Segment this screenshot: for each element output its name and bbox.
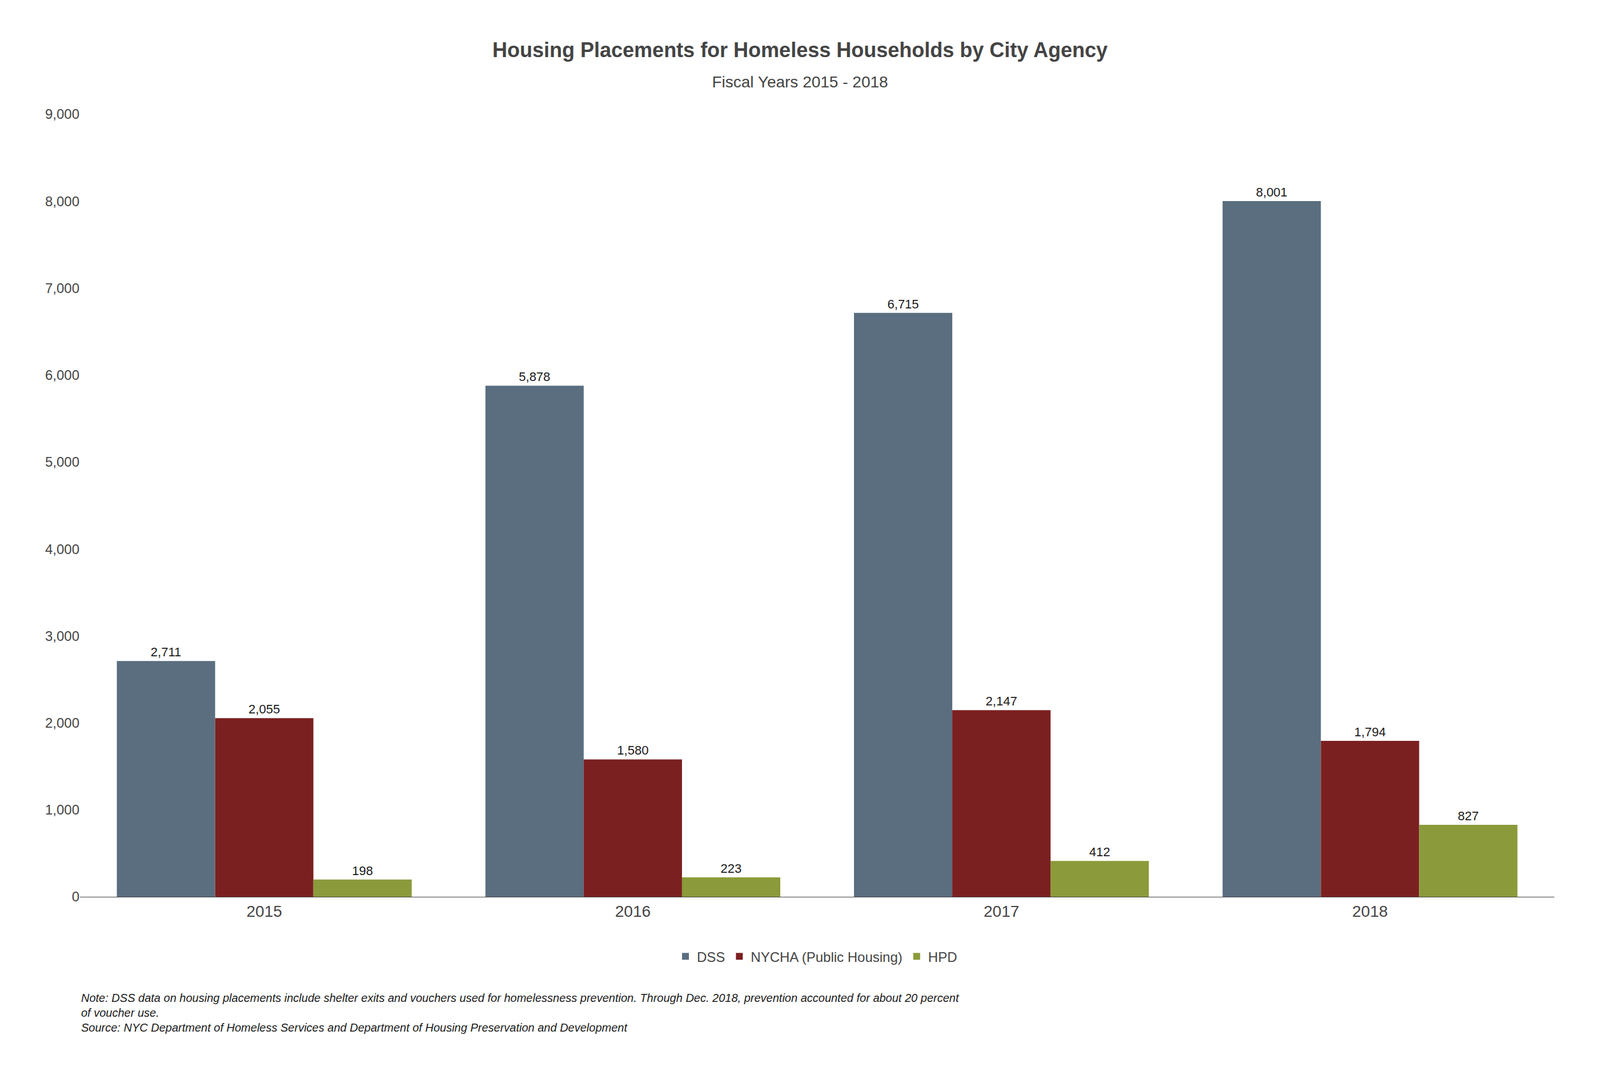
svg-text:Note: DSS data on housing plac: Note: DSS data on housing placements inc… [81, 991, 960, 1034]
svg-text:827: 827 [1457, 808, 1479, 824]
svg-text:2017: 2017 [983, 902, 1020, 921]
svg-text:223: 223 [720, 861, 743, 876]
svg-text:2016: 2016 [615, 902, 651, 921]
svg-text:2,147: 2,147 [985, 694, 1018, 709]
svg-text:5,000: 5,000 [45, 454, 80, 470]
svg-text:Housing Placements for Homeles: Housing Placements for Homeless Househol… [492, 38, 1108, 62]
svg-text:0: 0 [71, 888, 80, 905]
svg-text:8,000: 8,000 [45, 193, 80, 210]
svg-text:2015: 2015 [246, 902, 282, 921]
svg-text:2,000: 2,000 [45, 715, 80, 731]
svg-text:2,055: 2,055 [248, 702, 280, 717]
svg-text:7,000: 7,000 [45, 280, 80, 296]
svg-text:HPD: HPD [928, 949, 958, 965]
svg-text:1,580: 1,580 [616, 743, 649, 758]
svg-text:DSS: DSS [696, 949, 725, 965]
svg-text:412: 412 [1089, 844, 1111, 860]
svg-text:2018: 2018 [1352, 902, 1388, 921]
svg-text:1,000: 1,000 [45, 801, 80, 818]
svg-text:9,000: 9,000 [45, 106, 80, 122]
svg-text:8,001: 8,001 [1256, 185, 1288, 200]
svg-text:Fiscal Years 2015 - 2018: Fiscal Years 2015 - 2018 [711, 73, 888, 91]
svg-text:6,715: 6,715 [887, 297, 920, 312]
svg-text:2,711: 2,711 [150, 644, 182, 660]
svg-text:5,878: 5,878 [518, 369, 551, 384]
svg-text:198: 198 [351, 863, 374, 878]
svg-text:NYCHA (Public Housing): NYCHA (Public Housing) [750, 949, 902, 965]
svg-text:4,000: 4,000 [45, 541, 80, 557]
svg-text:1,794: 1,794 [1354, 724, 1386, 740]
svg-text:6,000: 6,000 [45, 367, 80, 383]
svg-text:3,000: 3,000 [45, 628, 80, 644]
